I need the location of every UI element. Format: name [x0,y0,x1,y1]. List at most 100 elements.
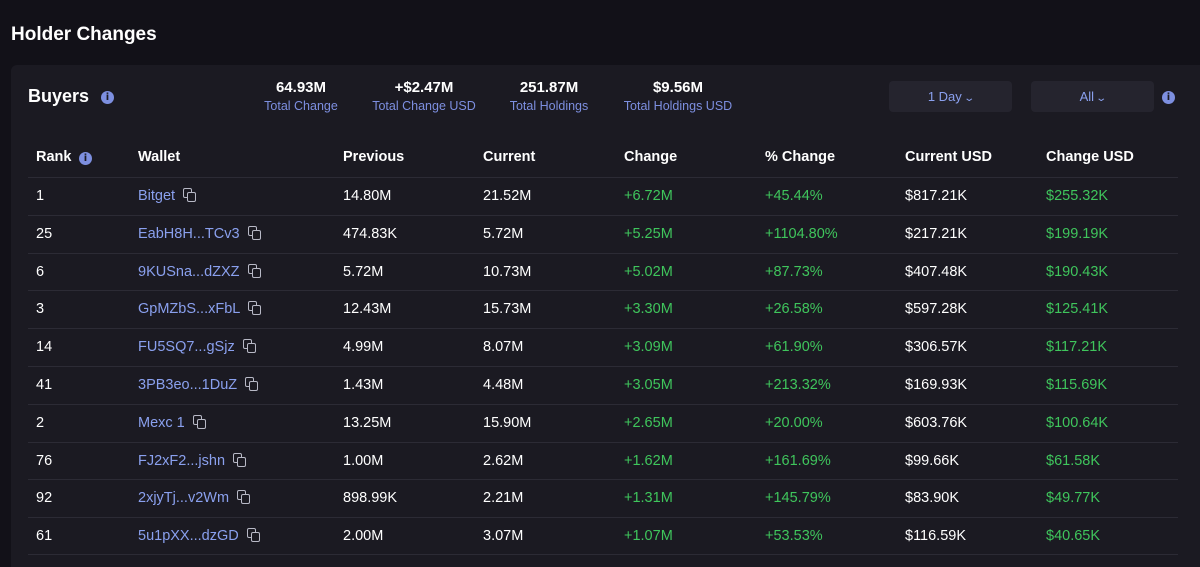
wallet-link[interactable]: EabH8H...TCv3 [138,225,240,242]
scope-dropdown[interactable]: All⌄ [1031,81,1154,112]
change-usd-cell-wrap: $117.21K [1046,329,1107,365]
current-cell: 2.62M [483,452,524,469]
pct-change-cell: +87.73% [765,263,823,280]
col-current[interactable]: Current [483,149,536,165]
copy-icon[interactable] [237,490,251,505]
pct-change-cell: +20.00% [765,414,823,431]
wallet-link-wrap: 2xjyTj...v2Wm [138,480,251,516]
copy-icon[interactable] [247,263,262,278]
rank-cell: 6 [36,263,45,280]
stat-label: Total Holdings USD [623,99,733,113]
info-icon[interactable]: i [101,91,114,104]
copy-icon[interactable] [245,376,259,391]
wallet-link[interactable]: FU5SQ7...gSjz [138,339,235,356]
wallet-link-wrap: 5u1pXX...dzGD [138,518,261,554]
stat-value: +$2.47M [394,79,454,96]
previous-cell: 14.80M [343,188,392,204]
current-usd-cell-wrap: $407.48K [905,254,967,290]
change-usd-cell-wrap: $49.77K [1046,480,1100,516]
previous-cell-wrap: 13.25M [343,405,391,441]
pct-change-cell: +61.90% [765,339,823,356]
current-cell-wrap: 8.07M [483,329,523,365]
wallet-link[interactable]: Mexc 1 [138,414,185,431]
copy-icon[interactable] [248,301,262,316]
copy-icon[interactable] [233,452,247,467]
previous-cell: 4.99M [343,339,384,356]
col-previous[interactable]: Previous [343,149,405,165]
previous-cell: 474.83K [343,225,398,242]
previous-cell-wrap: 2.00M [343,518,383,554]
previous-cell: 12.43M [343,301,392,318]
copy-icon[interactable] [242,339,257,354]
change-cell-wrap: +6.72M [624,178,673,214]
current-usd-cell-wrap: $99.66K [905,443,959,479]
current-cell-wrap: 15.90M [483,405,531,441]
previous-cell: 898.99K [343,490,398,507]
table-row: 1 Bitget 14.80M 21.52M +6.72M +45.44% $817.21K… [28,177,1178,215]
wallet-link[interactable]: 3PB3eo...1DuZ [138,376,238,393]
rank-cell-wrap: 1 [36,178,44,214]
wallet-link[interactable]: Bitget [138,188,176,204]
wallet-link[interactable]: FJ2xF2...jshn [138,452,226,469]
pct-change-cell: +1104.80% [765,225,838,242]
col-change-usd[interactable]: Change USD [1046,149,1134,165]
copy-icon[interactable] [246,528,261,543]
stat-total-holdings: 251.87M Total Holdings [502,78,596,114]
current-usd-cell-wrap: $597.28K [905,291,967,327]
stat-label: Total Change [264,99,338,113]
current-usd-cell-wrap: $116.59K [905,518,966,554]
filters-info-icon[interactable]: i [1162,91,1175,104]
copy-icon[interactable] [192,414,207,429]
current-cell-wrap: 21.52M [483,178,531,214]
table-row: 3 GpMZbS...xFbL 12.43M 15.73M +3.30M +26.58% $… [28,290,1178,328]
change-cell-wrap: +3.09M [624,329,673,365]
table-header: Rank i Wallet Previous Current Change % … [28,145,1178,175]
current-usd-cell-wrap: $83.90K [905,480,959,516]
col-rank[interactable]: Rank [36,149,72,165]
change-cell-wrap: +1.31M [624,480,673,516]
wallet-link[interactable]: 2xjyTj...v2Wm [138,490,230,507]
change-cell: +3.30M [624,301,673,318]
wallet-link[interactable]: 5u1pXX...dzGD [138,528,239,545]
change-usd-cell-wrap: $190.43K [1046,254,1108,290]
change-cell-wrap: +5.02M [624,254,673,290]
copy-icon[interactable] [247,225,262,240]
previous-cell-wrap: 474.83K [343,216,397,252]
previous-cell-wrap: 898.99K [343,480,397,516]
wallet-link[interactable]: GpMZbS...xFbL [138,301,241,318]
col-change[interactable]: Change [624,149,678,165]
period-dropdown-label: 1 Day [927,89,962,104]
rank-cell: 25 [36,225,53,242]
table-row: 6 9KUSna...dZXZ 5.72M 10.73M +5.02M +87.73% $4… [28,252,1178,291]
pct-change-cell-wrap: +61.90% [765,329,823,365]
col-pct-change[interactable]: % Change [765,149,836,165]
copy-icon[interactable] [183,188,197,202]
pct-change-cell-wrap: +161.69% [765,443,831,479]
rank-cell: 41 [36,376,53,393]
col-wallet[interactable]: Wallet [138,149,181,165]
change-usd-cell: $49.77K [1046,490,1101,507]
col-current-usd[interactable]: Current USD [905,149,993,165]
wallet-link[interactable]: 9KUSna...dZXZ [138,263,240,280]
change-cell: +2.65M [624,414,673,431]
table-row: 61 5u1pXX...dzGD 2.00M 3.07M +1.07M +53.53% $1… [28,517,1178,555]
pct-change-cell-wrap: +213.32% [765,367,831,403]
rank-cell: 1 [36,188,45,204]
previous-cell-wrap: 1.43M [343,367,383,403]
wallet-link-wrap: 3PB3eo...1DuZ [138,367,259,403]
current-cell-wrap: 4.48M [483,367,523,403]
pct-change-cell-wrap: +53.53% [765,518,823,554]
change-usd-cell: $199.19K [1046,225,1109,242]
rank-cell-wrap: 41 [36,367,52,403]
previous-cell-wrap: 5.72M [343,254,383,290]
current-usd-cell-wrap: $169.93K [905,367,967,403]
stat-value: 64.93M [275,79,327,96]
pct-change-cell-wrap: +87.73% [765,254,823,290]
pct-change-cell: +213.32% [765,376,831,393]
current-cell-wrap: 2.62M [483,443,523,479]
rank-info-icon[interactable]: i [79,152,92,165]
period-dropdown[interactable]: 1 Day⌄ [889,81,1012,112]
rank-cell-wrap: 2 [36,405,44,441]
wallet-link-wrap: FU5SQ7...gSjz [138,329,257,365]
current-usd-cell: $99.66K [905,452,960,469]
